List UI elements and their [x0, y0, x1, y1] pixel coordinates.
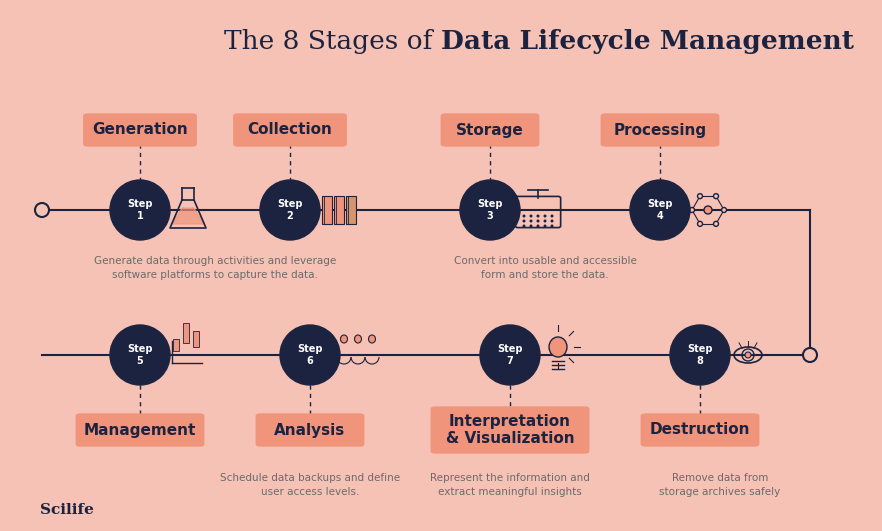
Ellipse shape — [536, 219, 540, 222]
Text: Step
8: Step 8 — [687, 345, 713, 366]
Ellipse shape — [536, 215, 540, 218]
Text: Storage: Storage — [456, 123, 524, 138]
Ellipse shape — [690, 208, 694, 212]
Ellipse shape — [543, 225, 547, 227]
FancyBboxPatch shape — [256, 413, 364, 447]
Ellipse shape — [543, 215, 547, 218]
FancyBboxPatch shape — [441, 113, 540, 147]
FancyBboxPatch shape — [83, 113, 197, 147]
Text: Step
3: Step 3 — [477, 200, 503, 220]
Ellipse shape — [536, 225, 540, 227]
Ellipse shape — [543, 219, 547, 222]
Text: Step
1: Step 1 — [127, 200, 153, 220]
Ellipse shape — [369, 335, 376, 343]
FancyBboxPatch shape — [76, 413, 205, 447]
Ellipse shape — [745, 352, 751, 358]
Text: Generation: Generation — [92, 123, 188, 138]
FancyBboxPatch shape — [640, 413, 759, 447]
Ellipse shape — [280, 325, 340, 385]
Ellipse shape — [803, 348, 817, 362]
Text: Schedule data backups and define
user access levels.: Schedule data backups and define user ac… — [220, 473, 400, 497]
FancyBboxPatch shape — [193, 331, 199, 347]
Ellipse shape — [110, 325, 170, 385]
Text: Step
2: Step 2 — [277, 200, 303, 220]
Ellipse shape — [714, 221, 719, 226]
FancyBboxPatch shape — [233, 113, 347, 147]
Ellipse shape — [460, 180, 520, 240]
Ellipse shape — [630, 180, 690, 240]
Polygon shape — [172, 208, 204, 224]
Text: Step
7: Step 7 — [497, 345, 523, 366]
Ellipse shape — [480, 325, 540, 385]
Text: Interpretation
& Visualization: Interpretation & Visualization — [445, 414, 574, 446]
Text: Remove data from
storage archives safely: Remove data from storage archives safely — [660, 473, 781, 497]
Ellipse shape — [355, 335, 362, 343]
Text: Scilife: Scilife — [40, 503, 93, 517]
Text: Represent the information and
extract meaningful insights: Represent the information and extract me… — [430, 473, 590, 497]
Ellipse shape — [522, 215, 526, 218]
Ellipse shape — [698, 194, 702, 199]
Text: Generate data through activities and leverage
software platforms to capture the : Generate data through activities and lev… — [93, 256, 336, 280]
Ellipse shape — [549, 337, 567, 357]
Ellipse shape — [714, 194, 719, 199]
Text: Step
5: Step 5 — [127, 345, 153, 366]
Text: The 8 Stages of: The 8 Stages of — [224, 30, 441, 55]
Text: Data Lifecycle Management: Data Lifecycle Management — [441, 30, 854, 55]
Text: Step
6: Step 6 — [297, 345, 323, 366]
FancyBboxPatch shape — [430, 406, 589, 453]
FancyBboxPatch shape — [346, 196, 356, 224]
Text: Step
4: Step 4 — [647, 200, 673, 220]
Ellipse shape — [35, 203, 49, 217]
Text: Processing: Processing — [614, 123, 706, 138]
Ellipse shape — [550, 225, 554, 227]
Ellipse shape — [260, 180, 320, 240]
Ellipse shape — [529, 215, 533, 218]
FancyBboxPatch shape — [334, 196, 344, 224]
Ellipse shape — [110, 180, 170, 240]
Ellipse shape — [522, 225, 526, 227]
Ellipse shape — [704, 206, 712, 214]
Ellipse shape — [550, 219, 554, 222]
Ellipse shape — [529, 225, 533, 227]
Ellipse shape — [340, 335, 348, 343]
Ellipse shape — [670, 325, 730, 385]
Text: Collection: Collection — [248, 123, 333, 138]
FancyBboxPatch shape — [173, 339, 179, 351]
Text: Analysis: Analysis — [274, 423, 346, 438]
Ellipse shape — [721, 208, 727, 212]
FancyBboxPatch shape — [601, 113, 720, 147]
Text: Destruction: Destruction — [650, 423, 751, 438]
Text: Convert into usable and accessible
form and store the data.: Convert into usable and accessible form … — [453, 256, 637, 280]
FancyBboxPatch shape — [183, 323, 189, 343]
Ellipse shape — [529, 219, 533, 222]
Ellipse shape — [522, 219, 526, 222]
Ellipse shape — [698, 221, 702, 226]
Text: Management: Management — [84, 423, 196, 438]
Ellipse shape — [550, 215, 554, 218]
FancyBboxPatch shape — [322, 196, 332, 224]
